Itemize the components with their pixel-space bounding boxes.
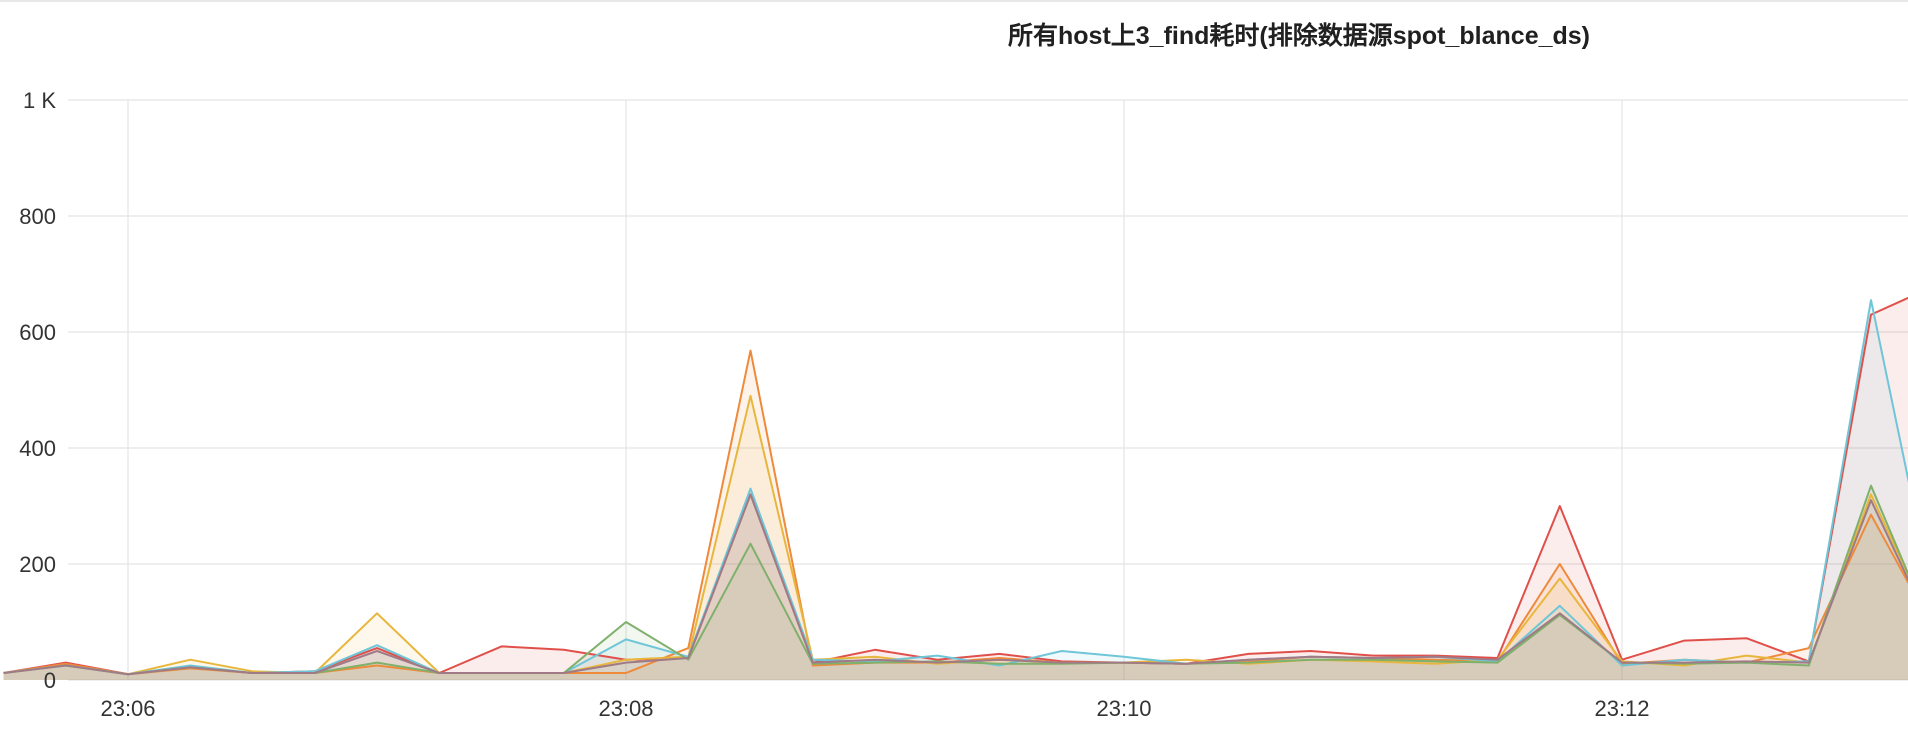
grid	[68, 99, 1908, 681]
top-border	[0, 0, 1908, 2]
series-line-0	[3, 296, 1908, 676]
x-tick-label: 23:12	[1594, 696, 1649, 721]
x-tick-label: 23:08	[598, 696, 653, 721]
series-line-5	[3, 493, 1908, 676]
series-lines	[3, 296, 1908, 676]
series-line-3	[3, 299, 1908, 676]
y-tick-label: 1 K	[23, 88, 56, 113]
series-area-0	[3, 297, 1908, 680]
y-axis-ticks: 0 200 400 600 800 1 K	[19, 88, 56, 693]
y-tick-label: 800	[19, 204, 56, 229]
x-tick-label: 23:10	[1096, 696, 1151, 721]
y-tick-label: 0	[44, 668, 56, 693]
x-tick-label: 23:06	[100, 696, 155, 721]
y-tick-label: 600	[19, 320, 56, 345]
chart-title: 所有host上3_find耗时(排除数据源spot_blance_ds)	[1008, 22, 1590, 50]
series-line-4	[3, 484, 1908, 676]
y-tick-label: 400	[19, 436, 56, 461]
y-tick-label: 200	[19, 552, 56, 577]
series-areas	[3, 297, 1908, 680]
